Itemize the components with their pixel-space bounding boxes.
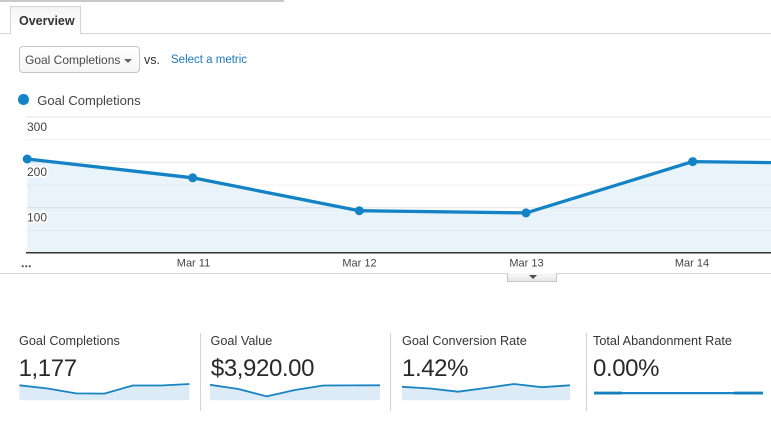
svg-text:Mar 11: Mar 11 bbox=[177, 257, 210, 269]
svg-text:Mar 12: Mar 12 bbox=[342, 257, 376, 269]
svg-text:200: 200 bbox=[27, 165, 47, 179]
svg-text:Mar 13: Mar 13 bbox=[509, 257, 543, 269]
svg-text:Mar 14: Mar 14 bbox=[675, 257, 709, 269]
svg-text:100: 100 bbox=[27, 210, 47, 224]
svg-text:300: 300 bbox=[27, 120, 47, 134]
svg-text:200: 200 bbox=[27, 165, 47, 179]
svg-text:100: 100 bbox=[27, 210, 47, 224]
svg-text:300: 300 bbox=[27, 120, 47, 134]
